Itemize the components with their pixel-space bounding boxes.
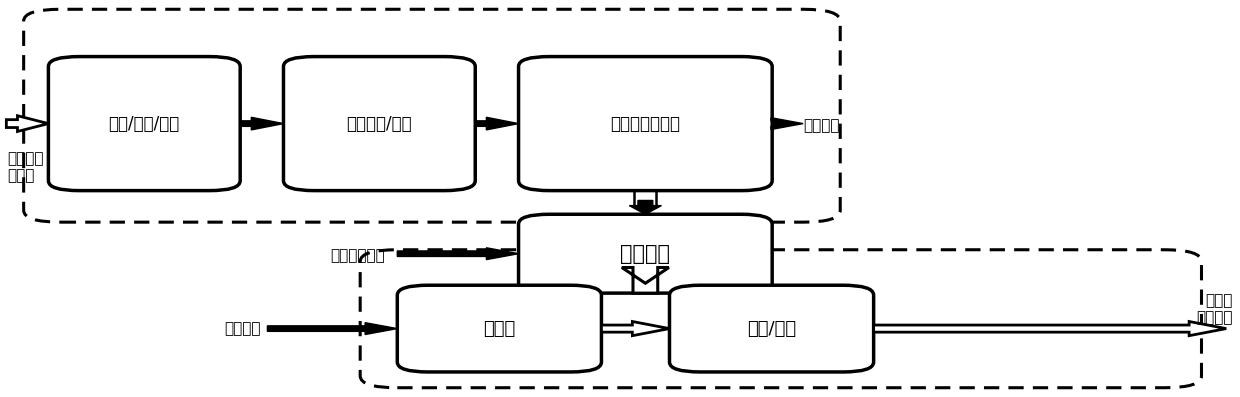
Polygon shape — [601, 322, 670, 336]
Polygon shape — [241, 117, 284, 130]
FancyBboxPatch shape — [670, 285, 874, 372]
Polygon shape — [771, 118, 804, 129]
Polygon shape — [475, 117, 518, 130]
Text: 低噪/变频/一中: 低噪/变频/一中 — [109, 115, 180, 133]
FancyBboxPatch shape — [397, 285, 601, 372]
FancyBboxPatch shape — [518, 214, 773, 293]
FancyBboxPatch shape — [284, 57, 475, 191]
FancyBboxPatch shape — [518, 57, 773, 191]
Text: 应答机输
入信号: 应答机输 入信号 — [7, 151, 45, 183]
Text: 倍频/放大: 倍频/放大 — [746, 320, 796, 337]
Polygon shape — [268, 323, 397, 335]
FancyBboxPatch shape — [48, 57, 241, 191]
Polygon shape — [621, 268, 668, 293]
Text: 调制器: 调制器 — [484, 320, 516, 337]
Text: 解调及终端滤波: 解调及终端滤波 — [610, 115, 681, 133]
Polygon shape — [397, 248, 518, 260]
Polygon shape — [629, 200, 661, 214]
Text: 应答机
输出信号: 应答机 输出信号 — [1195, 293, 1233, 325]
Text: 遥控信号: 遥控信号 — [804, 118, 839, 133]
Text: 测距电路: 测距电路 — [620, 244, 671, 264]
Text: 遥测信号: 遥测信号 — [224, 321, 262, 336]
Polygon shape — [6, 116, 48, 131]
Text: 其他测距信号: 其他测距信号 — [330, 248, 384, 263]
Text: 二次变频/二中: 二次变频/二中 — [346, 115, 412, 133]
Polygon shape — [874, 322, 1226, 336]
